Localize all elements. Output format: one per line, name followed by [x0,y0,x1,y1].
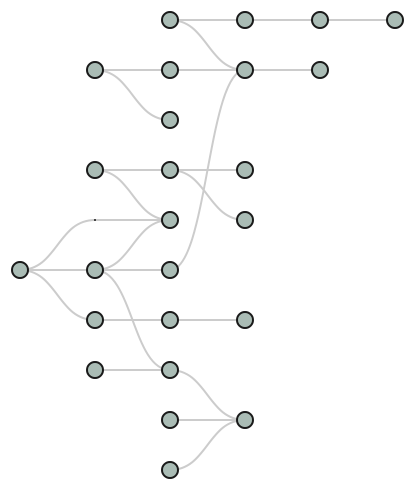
edges-layer [19,19,396,471]
node-w [161,411,179,429]
edge-q-g [169,69,246,271]
junction-point-hp1 [94,219,96,221]
node-b [236,11,254,29]
node-e [86,61,104,79]
node-u [86,361,104,379]
node-r [86,311,104,329]
node-n [236,211,254,229]
node-k [161,161,179,179]
edge-y-x [169,419,246,471]
node-d [386,11,404,29]
node-m [161,211,179,229]
edge-j-m [94,169,171,221]
edge-o-hp1 [19,219,96,271]
node-s [161,311,179,329]
node-v [161,361,179,379]
node-j [86,161,104,179]
edge-p-m [94,219,171,271]
edge-k-n [169,169,246,221]
node-h [311,61,329,79]
node-g [236,61,254,79]
node-l [236,161,254,179]
node-f [161,61,179,79]
node-p [86,261,104,279]
node-x [236,411,254,429]
node-q [161,261,179,279]
edge-a-g [169,19,246,71]
edge-o-r [19,269,96,321]
node-i [161,111,179,129]
node-o [11,261,29,279]
nodes-layer [11,11,404,479]
node-y [161,461,179,479]
edge-v-x [169,369,246,421]
node-c [311,11,329,29]
edge-p-v [94,269,171,371]
hidden-points-layer [94,219,96,221]
edge-e-i [94,69,171,121]
node-t [236,311,254,329]
node-a [161,11,179,29]
